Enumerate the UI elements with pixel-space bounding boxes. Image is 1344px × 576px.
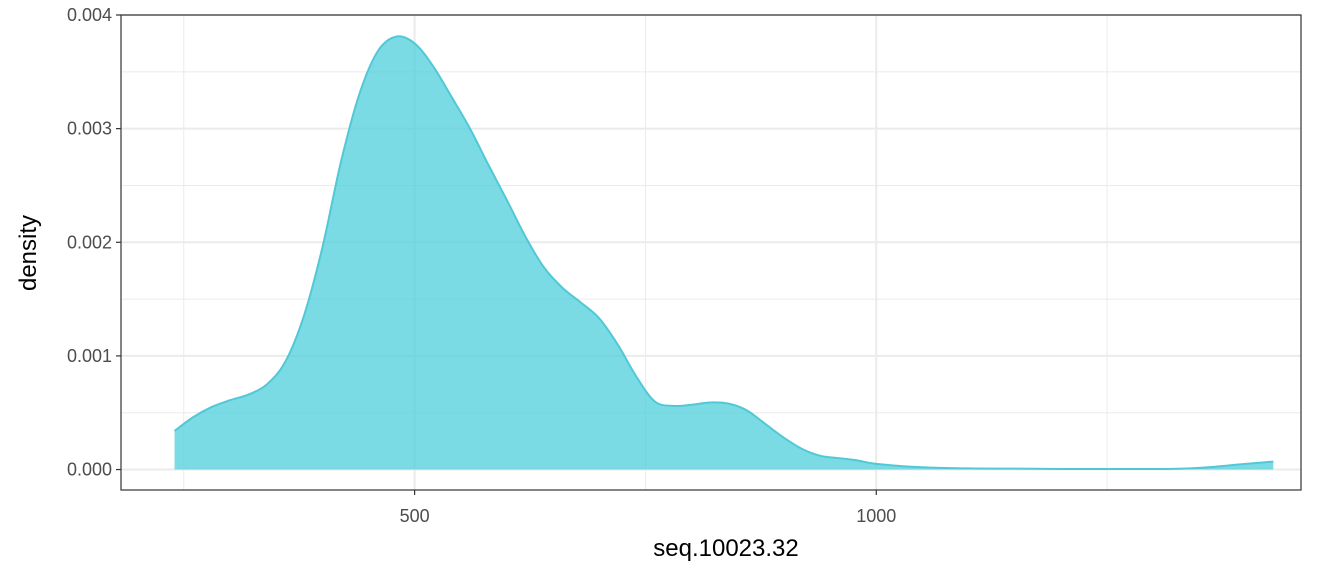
y-tick-label: 0.004 <box>67 5 112 25</box>
plot-panel <box>120 14 1302 491</box>
y-tick-label: 0.002 <box>67 232 112 252</box>
y-tick-label: 0.003 <box>67 119 112 139</box>
y-axis: 0.000 0.001 0.002 0.003 0.004 <box>67 5 121 480</box>
y-tick-label: 0.001 <box>67 346 112 366</box>
density-area <box>174 36 1274 470</box>
x-tick-label: 500 <box>400 506 430 526</box>
y-tick-label: 0.000 <box>67 460 112 480</box>
panel-border <box>120 14 1302 491</box>
y-axis-title: density <box>15 215 42 291</box>
x-axis-title: seq.10023.32 <box>653 535 798 562</box>
x-tick-label: 1000 <box>856 506 896 526</box>
x-axis: 500 1000 <box>400 490 896 526</box>
density-line <box>173 35 1274 471</box>
